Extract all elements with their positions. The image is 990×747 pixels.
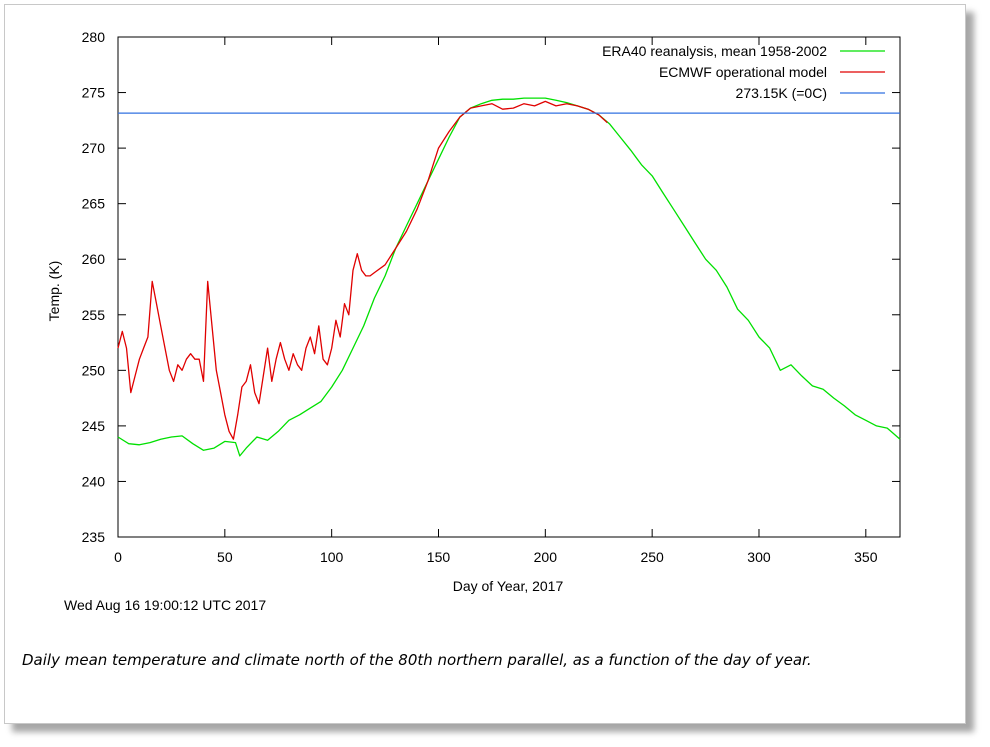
timestamp-label: Wed Aug 16 19:00:12 UTC 2017 [64,597,267,613]
x-tick-label: 100 [320,549,344,565]
plot-frame [117,36,901,538]
x-tick-label: 150 [427,549,451,565]
y-tick-label: 250 [82,362,106,378]
y-axis-label: Temp. (K) [46,261,62,322]
x-tick-label: 350 [854,549,878,565]
series-line-1 [117,100,608,440]
y-tick-label: 255 [82,307,106,323]
x-tick-label: 50 [217,549,233,565]
x-tick-label: 200 [534,549,558,565]
y-tick-label: 245 [82,418,106,434]
x-axis-label: Day of Year, 2017 [453,578,564,594]
y-tick-label: 280 [82,29,106,45]
legend-label-0: ERA40 reanalysis, mean 1958-2002 [602,43,827,59]
series-line-0 [117,97,901,457]
figure-caption: Daily mean temperature and climate north… [22,651,812,669]
y-tick-label: 260 [82,251,106,267]
legend-label-1: ECMWF operational model [659,64,827,80]
x-tick-label: 250 [640,549,664,565]
legend-label-2: 273.15K (=0C) [736,85,827,101]
x-tick-label: 0 [114,549,122,565]
x-tick-label: 300 [747,549,771,565]
y-tick-label: 265 [82,196,106,212]
y-tick-label: 240 [82,473,106,489]
y-tick-label: 270 [82,140,106,156]
chart-card [4,4,966,724]
y-tick-label: 235 [82,529,106,545]
y-tick-label: 275 [82,85,106,101]
